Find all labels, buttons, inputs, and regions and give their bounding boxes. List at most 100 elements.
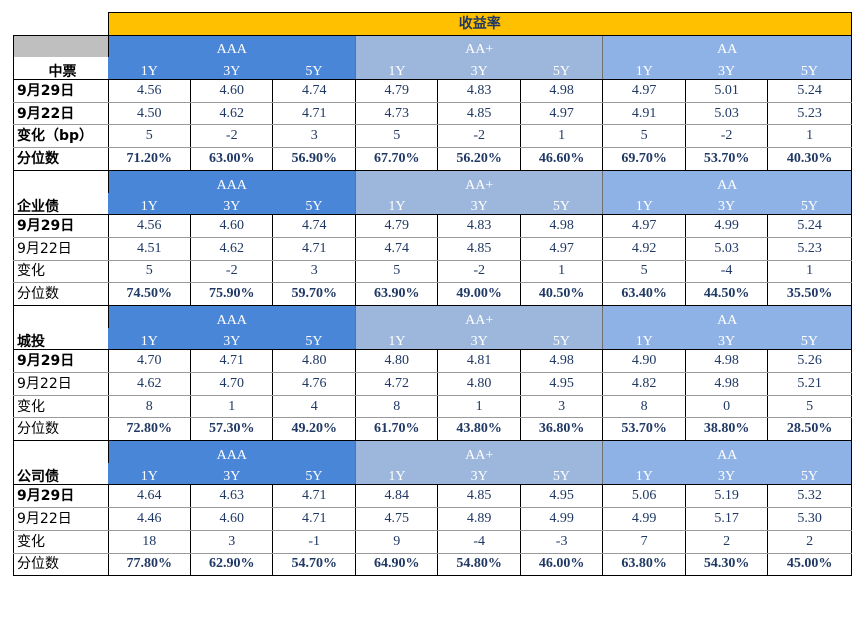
- section-tenor-row: 中票 1Y 3Y 5Y 1Y 3Y 5Y 1Y 3Y 5Y: [13, 57, 852, 81]
- tenor-header: 1Y: [108, 192, 191, 216]
- row-label: 分位数: [13, 282, 109, 306]
- value-cell: 54.30%: [684, 553, 768, 577]
- value-cell: 5.23: [767, 237, 852, 261]
- tenor-header: 3Y: [190, 327, 273, 351]
- value-cell: 4.60: [190, 79, 273, 103]
- value-cell: 5.03: [684, 237, 768, 261]
- value-cell: 4.76: [272, 372, 356, 396]
- value-cell: 5: [767, 395, 852, 419]
- yield-table: 收益率 AAA AA+ AA 中票 1Y 3Y 5Y 1Y 3Y 5Y 1Y 3Y 5Y 9月29日 4.5…: [13, 12, 853, 577]
- value-cell: 4.98: [519, 79, 603, 103]
- tenor-header: 3Y: [685, 192, 768, 216]
- tenor-header: 1Y: [602, 192, 686, 216]
- value-cell: 71.20%: [107, 147, 191, 171]
- value-cell: 4.83: [437, 214, 521, 238]
- row-label: 变化（bp）: [13, 124, 109, 149]
- value-cell: 4.71: [190, 349, 273, 373]
- tenor-header: 1Y: [602, 462, 686, 486]
- row-label: 9月29日: [13, 484, 109, 509]
- tenor-header: 3Y: [190, 192, 273, 216]
- value-cell: 63.00%: [190, 147, 273, 171]
- tenor-header: 1Y: [602, 327, 686, 351]
- value-cell: 2: [684, 530, 768, 554]
- value-cell: 4.56: [107, 214, 191, 238]
- value-cell: -4: [437, 530, 521, 554]
- row-label: 9月22日: [13, 237, 109, 261]
- value-cell: 0: [684, 395, 768, 419]
- table-row: 分位数 71.20% 63.00% 56.90% 67.70% 56.20% 46.60% 6…: [13, 147, 852, 171]
- value-cell: 4.73: [354, 102, 438, 126]
- value-cell: 35.50%: [767, 282, 852, 306]
- value-cell: 7: [602, 530, 686, 554]
- tenor-header: 5Y: [520, 327, 603, 351]
- value-cell: 5.17: [684, 507, 768, 531]
- row-label: 9月29日: [13, 349, 109, 373]
- value-cell: -2: [190, 260, 273, 284]
- value-cell: 5.06: [602, 484, 686, 509]
- tenor-header: 1Y: [602, 57, 686, 81]
- rating-group-header: AA+: [354, 169, 603, 193]
- value-cell: 4.50: [107, 102, 191, 126]
- value-cell: 63.80%: [602, 553, 686, 577]
- value-cell: 1: [767, 124, 852, 149]
- value-cell: 3: [272, 124, 356, 149]
- value-cell: 53.70%: [684, 147, 768, 171]
- tenor-header: 5Y: [272, 192, 356, 216]
- value-cell: 44.50%: [684, 282, 768, 306]
- value-cell: 69.70%: [602, 147, 686, 171]
- tenor-header: 5Y: [520, 462, 603, 486]
- value-cell: 4.62: [190, 237, 273, 261]
- value-cell: 4.70: [107, 349, 191, 373]
- value-cell: 3: [190, 530, 273, 554]
- value-cell: 1: [767, 260, 852, 284]
- table-row: 9月29日 4.56 4.60 4.74 4.79 4.83 4.98 4.97 5.01 5.2…: [13, 79, 852, 103]
- value-cell: 8: [107, 395, 191, 419]
- value-cell: 43.80%: [437, 417, 521, 442]
- value-cell: 49.00%: [437, 282, 521, 306]
- value-cell: 49.20%: [272, 417, 356, 442]
- value-cell: 72.80%: [107, 417, 191, 442]
- value-cell: -2: [190, 124, 273, 149]
- value-cell: 59.70%: [272, 282, 356, 306]
- value-cell: 5.03: [684, 102, 768, 126]
- tenor-header: 5Y: [272, 57, 356, 81]
- tenor-header: 1Y: [354, 192, 438, 216]
- value-cell: 54.80%: [437, 553, 521, 577]
- value-cell: 5.21: [767, 372, 852, 396]
- value-cell: 1: [519, 124, 603, 149]
- value-cell: 4.71: [272, 237, 356, 261]
- value-cell: 4.70: [190, 372, 273, 396]
- section-group-row: AAA AA+ AA: [13, 169, 852, 193]
- row-label: 分位数: [13, 417, 109, 442]
- table-row: 9月22日 4.46 4.60 4.71 4.75 4.89 4.99 4.99 5.17 5.3…: [13, 507, 852, 531]
- tenor-header: 3Y: [437, 192, 521, 216]
- value-cell: 5.26: [767, 349, 852, 373]
- tenor-header: 5Y: [767, 327, 852, 351]
- tenor-header: 5Y: [767, 57, 852, 81]
- tenor-header: 1Y: [108, 462, 191, 486]
- section-group-row: AAA AA+ AA: [13, 440, 852, 463]
- value-cell: 4.99: [684, 214, 768, 238]
- value-cell: 4: [272, 395, 356, 419]
- value-cell: 5: [354, 260, 438, 284]
- row-label: 9月22日: [13, 102, 109, 126]
- value-cell: 4.99: [519, 507, 603, 531]
- row-label: 变化: [13, 530, 109, 554]
- tenor-header: 3Y: [437, 327, 521, 351]
- row-label: 变化: [13, 395, 109, 419]
- section-tenor-row: 城投 1Y 3Y 5Y 1Y 3Y 5Y 1Y 3Y 5Y: [13, 327, 852, 351]
- value-cell: 4.71: [272, 484, 356, 509]
- value-cell: 4.74: [272, 79, 356, 103]
- row-label: 9月29日: [13, 214, 109, 238]
- value-cell: 4.74: [354, 237, 438, 261]
- value-cell: 28.50%: [767, 417, 852, 442]
- rating-group-header: AAA: [107, 34, 356, 58]
- value-cell: 46.00%: [519, 553, 603, 577]
- tenor-header: 5Y: [520, 57, 603, 81]
- value-cell: -2: [437, 124, 521, 149]
- value-cell: 56.20%: [437, 147, 521, 171]
- table-row: 变化 18 3 -1 9 -4 -3 7 2 2: [13, 530, 852, 554]
- rating-group-header: AAA: [107, 169, 356, 193]
- value-cell: 4.62: [190, 102, 273, 126]
- tenor-header: 1Y: [354, 327, 438, 351]
